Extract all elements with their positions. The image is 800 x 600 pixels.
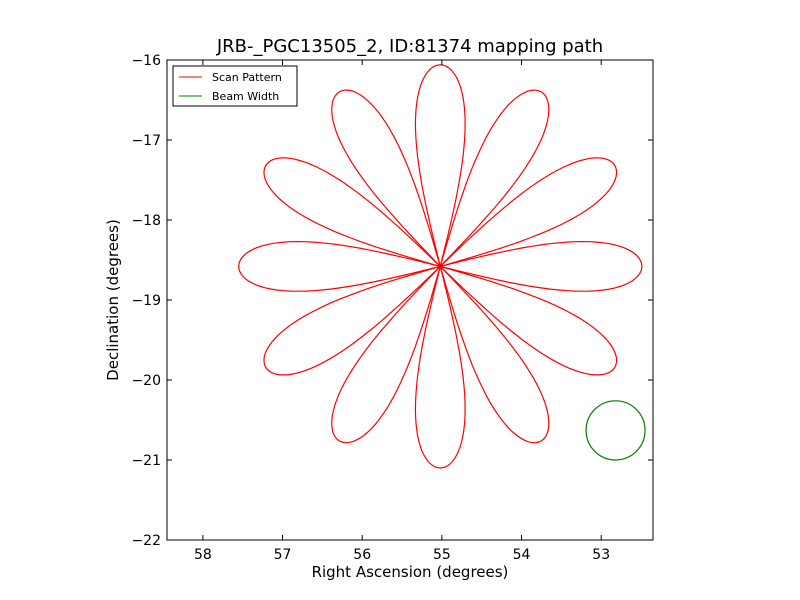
x-tick-label: 54 bbox=[513, 547, 531, 563]
scan-petal bbox=[439, 157, 618, 267]
y-tick-label: −19 bbox=[131, 293, 161, 309]
series-layer bbox=[238, 64, 646, 469]
plot-area-background bbox=[167, 60, 653, 540]
scan-petal bbox=[414, 64, 466, 267]
scan-petal bbox=[414, 266, 466, 469]
scan-petal bbox=[263, 265, 441, 376]
x-tick-label: 55 bbox=[433, 547, 451, 563]
scan-petal bbox=[439, 89, 550, 267]
y-tick-label: −20 bbox=[131, 373, 161, 389]
scan-petal bbox=[439, 265, 550, 444]
legend-label-beam: Beam Width bbox=[212, 90, 279, 103]
scan-petal bbox=[263, 157, 441, 267]
y-tick-label: −21 bbox=[131, 453, 161, 469]
y-axis-label: Declination (degrees) bbox=[104, 219, 122, 381]
ticks-layer: 58 57 56 55 54 53 −16 −17 −18 −19 −20 −21 −22 bbox=[131, 53, 653, 563]
x-tick-label: 56 bbox=[353, 547, 371, 563]
scan-petal bbox=[440, 240, 643, 292]
y-tick-label: −22 bbox=[131, 533, 161, 549]
legend-box bbox=[172, 65, 298, 107]
scan-pattern-series bbox=[238, 64, 643, 469]
y-tick-label: −16 bbox=[131, 53, 161, 69]
beam-width-circle bbox=[585, 400, 646, 461]
legend: Scan Pattern Beam Width bbox=[172, 65, 298, 107]
chart-title: JRB-_PGC13505_2, ID:81374 mapping path bbox=[216, 36, 603, 57]
scan-petal bbox=[238, 240, 441, 292]
scan-petal bbox=[439, 265, 618, 376]
legend-label-scan: Scan Pattern bbox=[212, 71, 282, 84]
y-tick-label: −18 bbox=[131, 213, 161, 229]
y-tick-label: −17 bbox=[131, 133, 161, 149]
x-tick-label: 53 bbox=[592, 547, 610, 563]
x-axis-label: Right Ascension (degrees) bbox=[312, 563, 509, 581]
x-tick-label: 57 bbox=[274, 547, 292, 563]
scan-petal bbox=[331, 89, 441, 267]
x-tick-label: 58 bbox=[194, 547, 212, 563]
scan-petal bbox=[331, 265, 441, 444]
